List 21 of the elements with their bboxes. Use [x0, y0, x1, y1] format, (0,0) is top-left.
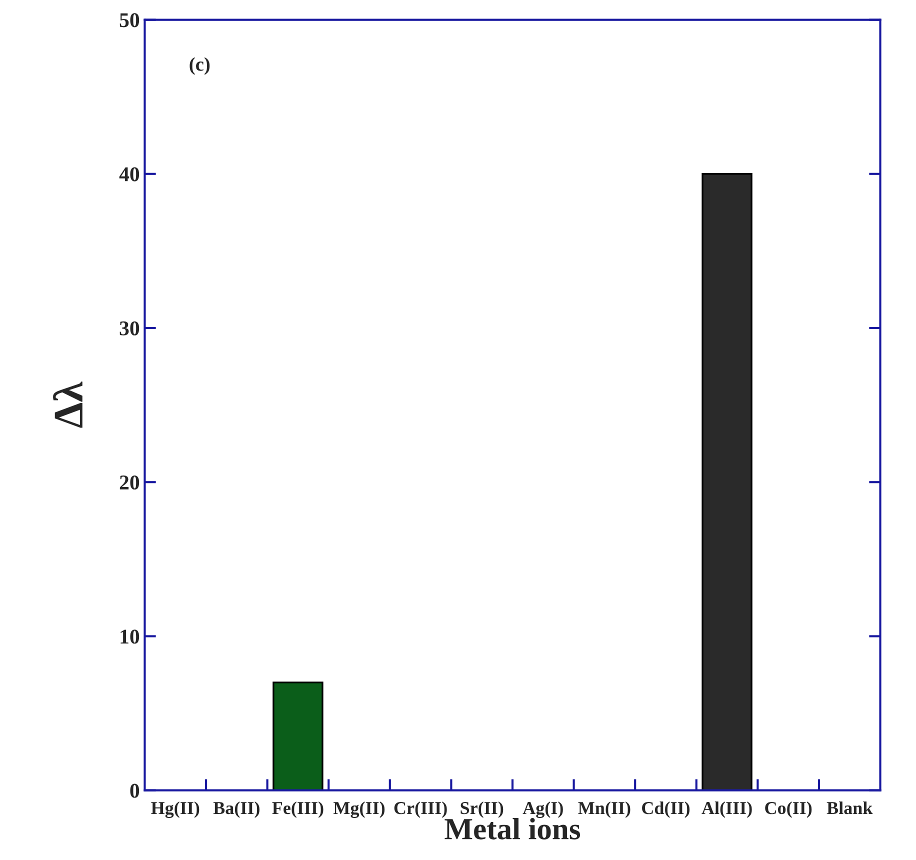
x-tick-label: Cr(III) — [394, 801, 447, 818]
y-tick-label: 10 — [120, 630, 140, 644]
x-tick-label: Mg(II) — [333, 801, 385, 818]
y-tick-label: 0 — [130, 784, 140, 798]
annotation: (c) — [190, 57, 210, 75]
y-tick-label: 50 — [120, 13, 140, 28]
x-tick-label: Co(II) — [765, 801, 812, 818]
x-tick-label: Blank — [826, 801, 873, 814]
x-axis-title: Metal ions — [444, 818, 580, 840]
x-tick-label: Ag(I) — [522, 801, 563, 818]
x-tick-label: Al(III) — [702, 801, 752, 818]
y-tick-label: 20 — [120, 475, 140, 490]
x-tick-label: Mn(II) — [578, 801, 630, 818]
y-axis-title: Δλ — [53, 382, 82, 428]
y-tick-label: 30 — [120, 321, 140, 336]
x-tick-label: Hg(II) — [151, 801, 200, 818]
x-tick-label: Fe(III) — [272, 801, 324, 818]
x-tick-label: Cd(II) — [642, 801, 690, 818]
x-tick-label: Sr(II) — [460, 801, 504, 818]
y-tick-label: 40 — [119, 167, 140, 182]
x-tick-label: Ba(II) — [213, 801, 260, 818]
